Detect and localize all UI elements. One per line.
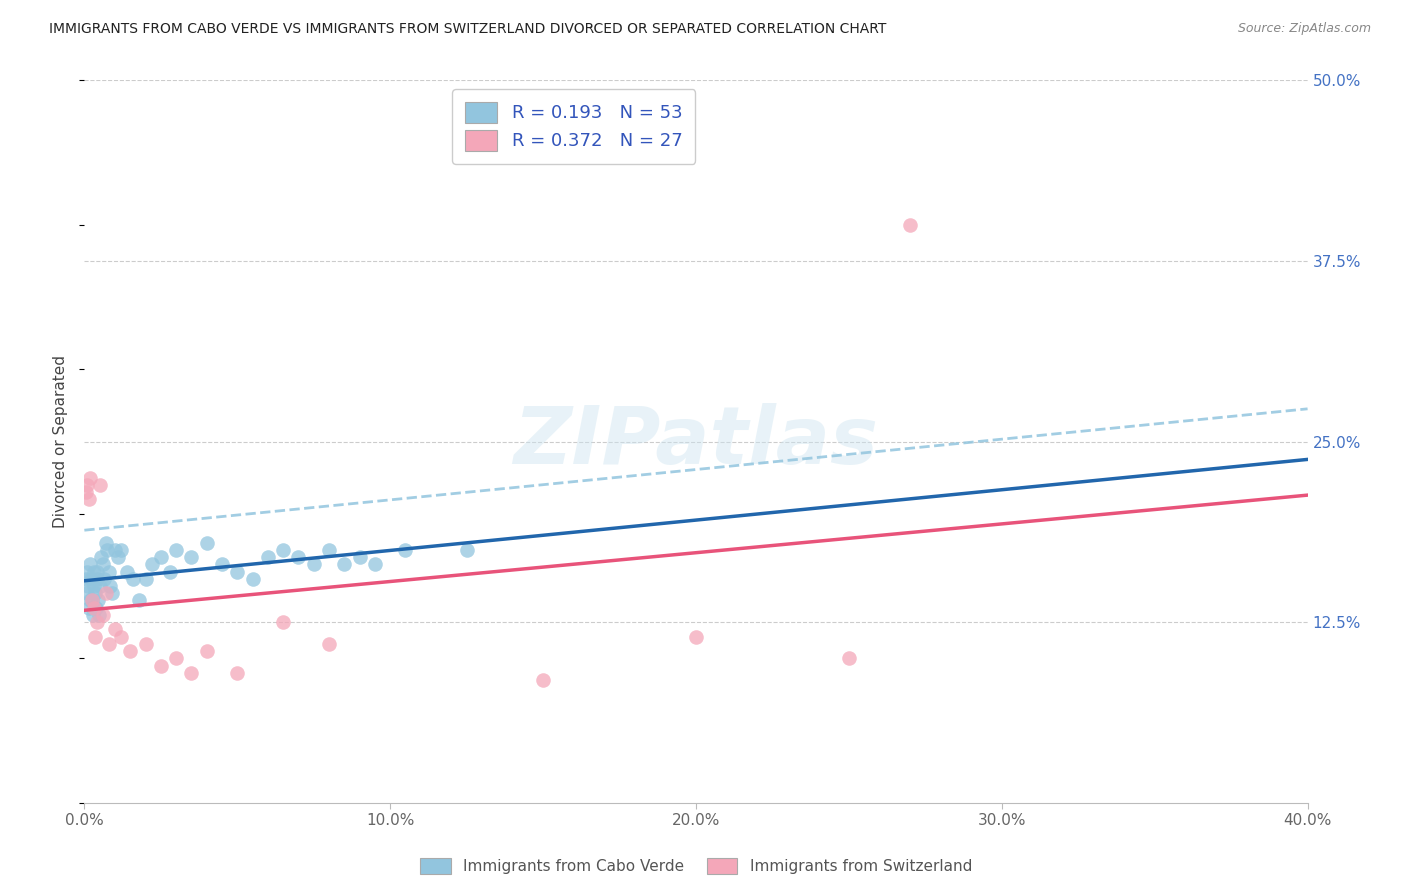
Point: [77, 492, 100, 507]
Text: IMMIGRANTS FROM CABO VERDE VS IMMIGRANTS FROM SWITZERLAND DIVORCED OR SEPARATED : IMMIGRANTS FROM CABO VERDE VS IMMIGRANTS…: [49, 22, 887, 37]
Point: [76, 565, 98, 579]
Point: [107, 550, 129, 565]
Point: [90, 550, 112, 565]
Point: [91, 558, 114, 572]
Point: [898, 218, 921, 232]
Point: [531, 673, 554, 687]
Point: [75, 485, 97, 500]
Point: [394, 542, 416, 557]
Point: [141, 558, 163, 572]
Point: [98, 579, 121, 593]
Point: [83, 600, 105, 615]
Point: [318, 637, 340, 651]
Point: [122, 572, 145, 586]
Point: [79, 593, 101, 607]
Point: [97, 565, 120, 579]
Point: [135, 572, 157, 586]
Point: [195, 644, 218, 658]
Point: [80, 593, 103, 607]
Point: [242, 572, 264, 586]
Point: [120, 644, 142, 658]
Point: [180, 665, 202, 680]
Point: [257, 550, 280, 565]
Point: [165, 542, 187, 557]
Point: [211, 558, 233, 572]
Point: [94, 535, 117, 549]
Point: [83, 565, 105, 579]
Point: [97, 637, 120, 651]
Point: [456, 542, 478, 557]
Y-axis label: Divorced or Separated: Divorced or Separated: [53, 355, 69, 528]
Point: [84, 600, 107, 615]
Legend: Immigrants from Cabo Verde, Immigrants from Switzerland: Immigrants from Cabo Verde, Immigrants f…: [412, 851, 980, 882]
Point: [87, 607, 110, 622]
Point: [83, 579, 105, 593]
Point: [91, 607, 114, 622]
Point: [149, 658, 172, 673]
Point: [80, 572, 103, 586]
Point: [115, 565, 138, 579]
Point: [86, 572, 108, 586]
Point: [75, 572, 97, 586]
Point: [93, 572, 115, 586]
Point: [135, 637, 157, 651]
Point: [79, 471, 101, 485]
Point: [333, 558, 356, 572]
Point: [318, 542, 340, 557]
Point: [82, 607, 104, 622]
Point: [96, 542, 118, 557]
Point: [101, 586, 124, 600]
Point: [364, 558, 387, 572]
Point: [77, 600, 100, 615]
Point: [165, 651, 187, 665]
Point: [685, 630, 707, 644]
Point: [86, 565, 108, 579]
Point: [838, 651, 860, 665]
Point: [180, 550, 202, 565]
Point: [87, 593, 110, 607]
Point: [77, 579, 100, 593]
Point: [84, 630, 107, 644]
Point: [349, 550, 371, 565]
Point: [128, 593, 150, 607]
Text: Source: ZipAtlas.com: Source: ZipAtlas.com: [1237, 22, 1371, 36]
Point: [110, 542, 132, 557]
Point: [84, 586, 107, 600]
Point: [104, 623, 127, 637]
Point: [159, 565, 181, 579]
Point: [226, 665, 249, 680]
Point: [76, 586, 98, 600]
Point: [86, 615, 108, 630]
Point: [226, 565, 249, 579]
Point: [89, 579, 111, 593]
Point: [271, 615, 294, 630]
Point: [104, 542, 127, 557]
Point: [80, 593, 103, 607]
Point: [287, 550, 309, 565]
Point: [89, 478, 111, 492]
Point: [271, 542, 294, 557]
Point: [110, 630, 132, 644]
Text: ZIPatlas: ZIPatlas: [513, 402, 879, 481]
Point: [76, 478, 98, 492]
Point: [79, 558, 101, 572]
Point: [302, 558, 325, 572]
Point: [195, 535, 218, 549]
Point: [149, 550, 172, 565]
Point: [94, 586, 117, 600]
